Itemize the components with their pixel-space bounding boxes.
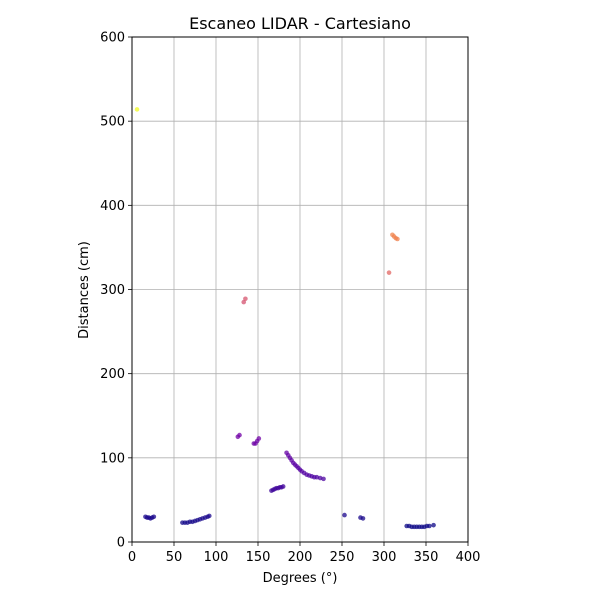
data-points [134, 107, 436, 530]
grid [131, 36, 469, 543]
x-tick-label: 400 [456, 550, 481, 565]
scatter-point [206, 513, 212, 519]
y-tick-label: 500 [100, 115, 125, 130]
x-tick-label: 200 [288, 550, 313, 565]
x-tick-label: 150 [246, 550, 271, 565]
y-tick-label: 600 [100, 31, 125, 46]
x-tick-label: 300 [372, 550, 397, 565]
x-tick-label: 0 [128, 550, 136, 565]
scatter-point [431, 522, 436, 528]
y-axis: 0 100 200 300 400 500 600 [100, 31, 132, 551]
y-tick-label: 100 [100, 451, 125, 466]
scatter-point [243, 296, 248, 302]
scatter-point [237, 432, 242, 438]
x-tick-label: 50 [166, 550, 183, 565]
x-tick-label: 100 [204, 550, 229, 565]
scatter-point [321, 476, 326, 482]
y-axis-label: Distances (cm) [77, 241, 92, 339]
x-tick-label: 350 [414, 550, 439, 565]
y-tick-label: 300 [100, 283, 125, 298]
scatter-point [342, 512, 347, 518]
scatter-point [151, 514, 157, 520]
x-axis: 0 50 100 150 200 250 300 350 400 [128, 542, 481, 565]
chart-title: Escaneo LIDAR - Cartesiano [189, 14, 411, 33]
scatter-point [386, 270, 392, 275]
scatter-point [134, 107, 140, 112]
scatter-point [280, 484, 286, 489]
scatter-point [360, 516, 366, 521]
x-tick-label: 250 [330, 550, 355, 565]
x-axis-label: Degrees (°) [263, 571, 338, 586]
scatter-point [256, 436, 262, 441]
y-tick-label: 400 [100, 199, 125, 214]
y-tick-label: 0 [117, 536, 125, 551]
scatter-point [427, 523, 432, 529]
scatter-point [395, 236, 400, 242]
y-tick-label: 200 [100, 367, 125, 382]
